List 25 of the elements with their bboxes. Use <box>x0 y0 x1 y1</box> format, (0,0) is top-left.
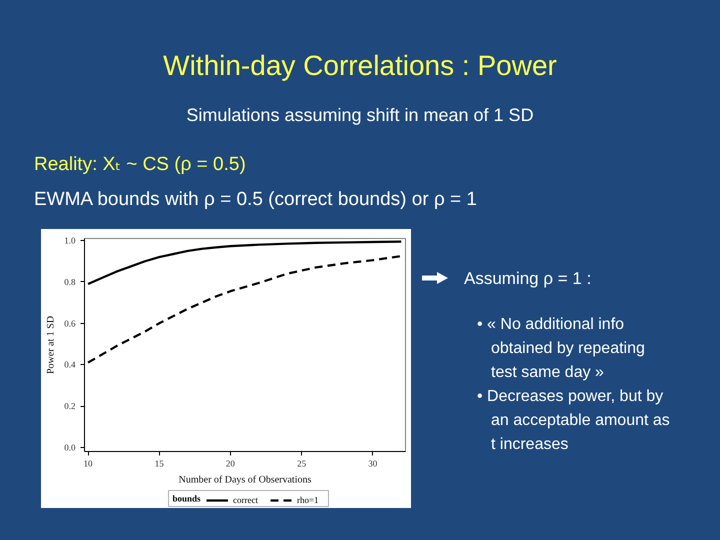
text: • Decreases power, but by an acceptable amount as t increases <box>477 387 671 455</box>
y-tick-label: 0.4 <box>64 360 76 370</box>
x-tick-label: 30 <box>368 458 378 468</box>
text: • « No additional info obtained by repeating test same day » <box>477 315 646 383</box>
chart-title: Within-day Correlations : Power <box>162 49 558 83</box>
y-axis-title: Power at 1 SD <box>45 316 56 374</box>
y-tick-label: 0.2 <box>64 401 76 412</box>
y-tick-label: 0.0 <box>64 442 76 452</box>
x-tick-label: 10 <box>84 458 94 468</box>
text: Reality: Xₜ ~ CS (ρ = 0.5) <box>33 153 246 177</box>
x-tick-label: 25 <box>297 458 307 468</box>
line-series <box>86 254 402 364</box>
legend-label: correct <box>233 495 258 505</box>
y-tick-label: 1.0 <box>64 236 76 246</box>
y-tick-label: 0.8 <box>64 276 76 287</box>
legend-title: bounds <box>172 494 202 504</box>
chart-subtitle: Simulations assuming shift in mean of 1 SD <box>185 104 535 127</box>
y-tick-label: 0.6 <box>64 318 76 328</box>
line-series <box>86 240 402 286</box>
text: Assuming ρ = 1 : <box>464 268 592 290</box>
text: EWMA bounds with ρ = 0.5 (correct bounds) or ρ = 1 <box>33 188 477 212</box>
x-tick-label: 15 <box>154 458 164 468</box>
x-axis-title: Number of Days of Observations <box>178 474 312 486</box>
legend-label: rho=1 <box>296 495 319 505</box>
x-tick-label: 20 <box>226 458 236 468</box>
